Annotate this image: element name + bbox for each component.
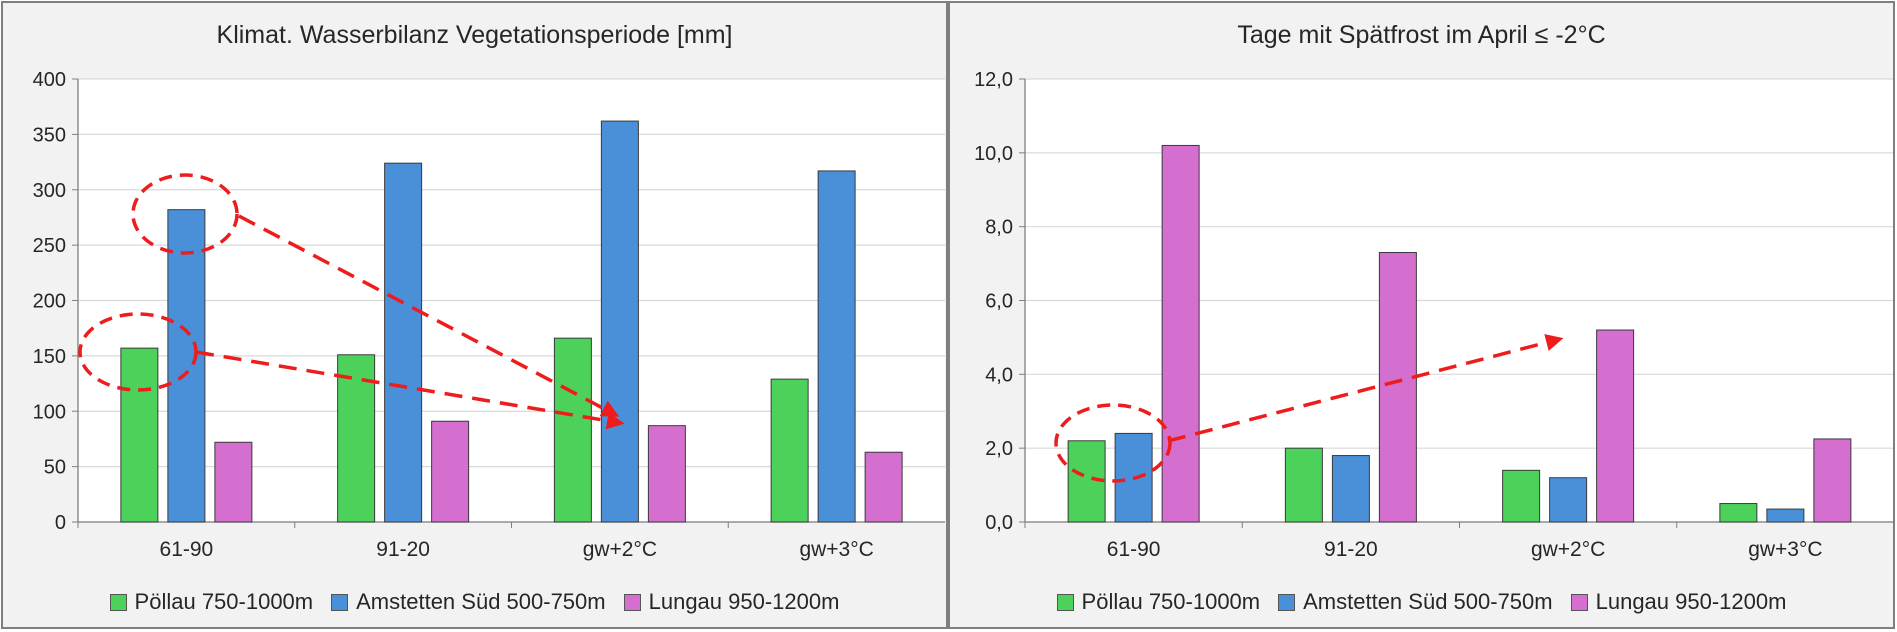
annotation-arrow [1167, 334, 1564, 443]
bar [553, 337, 592, 523]
bar [167, 209, 206, 523]
bar [864, 451, 903, 523]
x-tick-label: gw+3°C [799, 538, 873, 561]
y-tick-label: 8,0 [985, 217, 1013, 239]
x-tick-label: 61-90 [160, 538, 214, 561]
legend-item-amstetten: Amstetten Süd 500-750m [1278, 589, 1553, 615]
x-tick-label: 61-90 [1107, 538, 1161, 561]
legend-item-poellau: Pöllau 750-1000m [1056, 589, 1261, 615]
annotation-arrow [238, 214, 620, 417]
bar [1766, 508, 1805, 523]
bar [1502, 469, 1541, 523]
legend-swatch-pink [623, 593, 641, 611]
y-tick-label: 250 [33, 235, 66, 257]
bar [647, 425, 686, 523]
y-tick-label: 100 [33, 401, 66, 423]
bar [1331, 455, 1370, 523]
legend-swatch-pink [1570, 593, 1588, 611]
y-tick-label: 2,0 [985, 438, 1013, 460]
bar [1378, 252, 1417, 523]
legend-label: Lungau 950-1200m [648, 589, 840, 614]
y-tick-label: 200 [33, 291, 66, 313]
bar [1596, 329, 1635, 523]
bar [120, 347, 159, 523]
y-tick-label: 300 [33, 180, 66, 202]
legend-swatch-green [109, 593, 127, 611]
y-tick-label: 4,0 [985, 364, 1013, 386]
x-tick-label: gw+2°C [583, 538, 657, 561]
legend-label: Amstetten Süd 500-750m [1303, 589, 1553, 614]
chart-panel-late-frost: Tage mit Spätfrost im April ≤ -2°C 0,0 2,… [948, 1, 1895, 629]
chart-legend: Pöllau 750-1000m Amstetten Süd 500-750m … [950, 589, 1893, 615]
chart-title: Klimat. Wasserbilanz Vegetationsperiode … [216, 21, 733, 49]
annotation-ellipse [1054, 403, 1172, 483]
y-tick-label: 12,0 [974, 69, 1013, 91]
bar [1549, 477, 1588, 523]
legend-label: Pöllau 750-1000m [134, 589, 314, 614]
x-tick-label: gw+2°C [1531, 538, 1605, 561]
legend-item-poellau: Pöllau 750-1000m [109, 589, 314, 615]
x-tick-label: 91-20 [1324, 538, 1378, 561]
bar [214, 441, 253, 523]
y-tick-label: 400 [33, 69, 66, 91]
y-tick-label: 150 [33, 346, 66, 368]
legend-label: Pöllau 750-1000m [1081, 589, 1261, 614]
y-tick-label: 0,0 [985, 512, 1013, 534]
bar [1284, 447, 1323, 523]
chart-legend: Pöllau 750-1000m Amstetten Süd 500-750m … [3, 589, 946, 615]
bar [817, 170, 856, 523]
legend-swatch-blue [1278, 593, 1296, 611]
legend-label: Amstetten Süd 500-750m [356, 589, 606, 614]
legend-swatch-blue [331, 593, 349, 611]
legend-label: Lungau 950-1200m [1595, 589, 1787, 614]
bar [600, 120, 639, 523]
x-tick-label: 91-20 [376, 538, 430, 561]
y-tick-label: 50 [44, 457, 66, 479]
water-balance-bar-chart: 0 50 100 150 200 250 300 350 400 61-90 91-20 gw+2°C… [33, 69, 945, 561]
legend-item-amstetten: Amstetten Süd 500-750m [331, 589, 606, 615]
y-tick-label: 350 [33, 124, 66, 146]
chart-title: Tage mit Spätfrost im April ≤ -2°C [1237, 21, 1606, 49]
bar [431, 420, 470, 523]
chart-panel-water-balance: Klimat. Wasserbilanz Vegetationsperiode … [1, 1, 948, 629]
x-tick-label: gw+3°C [1748, 538, 1822, 561]
legend-swatch-green [1056, 593, 1074, 611]
y-tick-label: 6,0 [985, 291, 1013, 313]
bar [770, 378, 809, 523]
bar [1813, 438, 1852, 523]
legend-item-lungau: Lungau 950-1200m [623, 589, 840, 615]
bar [1161, 144, 1200, 523]
y-tick-label: 10,0 [974, 143, 1013, 165]
late-frost-bar-chart: 0,0 2,0 4,0 6,0 8,0 10,0 12,0 61-90 91-20 gw+2°C g… [974, 69, 1893, 561]
annotation-arrow [195, 350, 625, 430]
bar [337, 354, 376, 523]
annotation-ellipse [131, 173, 239, 255]
bar [1719, 503, 1758, 523]
legend-item-lungau: Lungau 950-1200m [1570, 589, 1787, 615]
bar [384, 162, 423, 523]
y-tick-label: 0 [55, 512, 66, 534]
